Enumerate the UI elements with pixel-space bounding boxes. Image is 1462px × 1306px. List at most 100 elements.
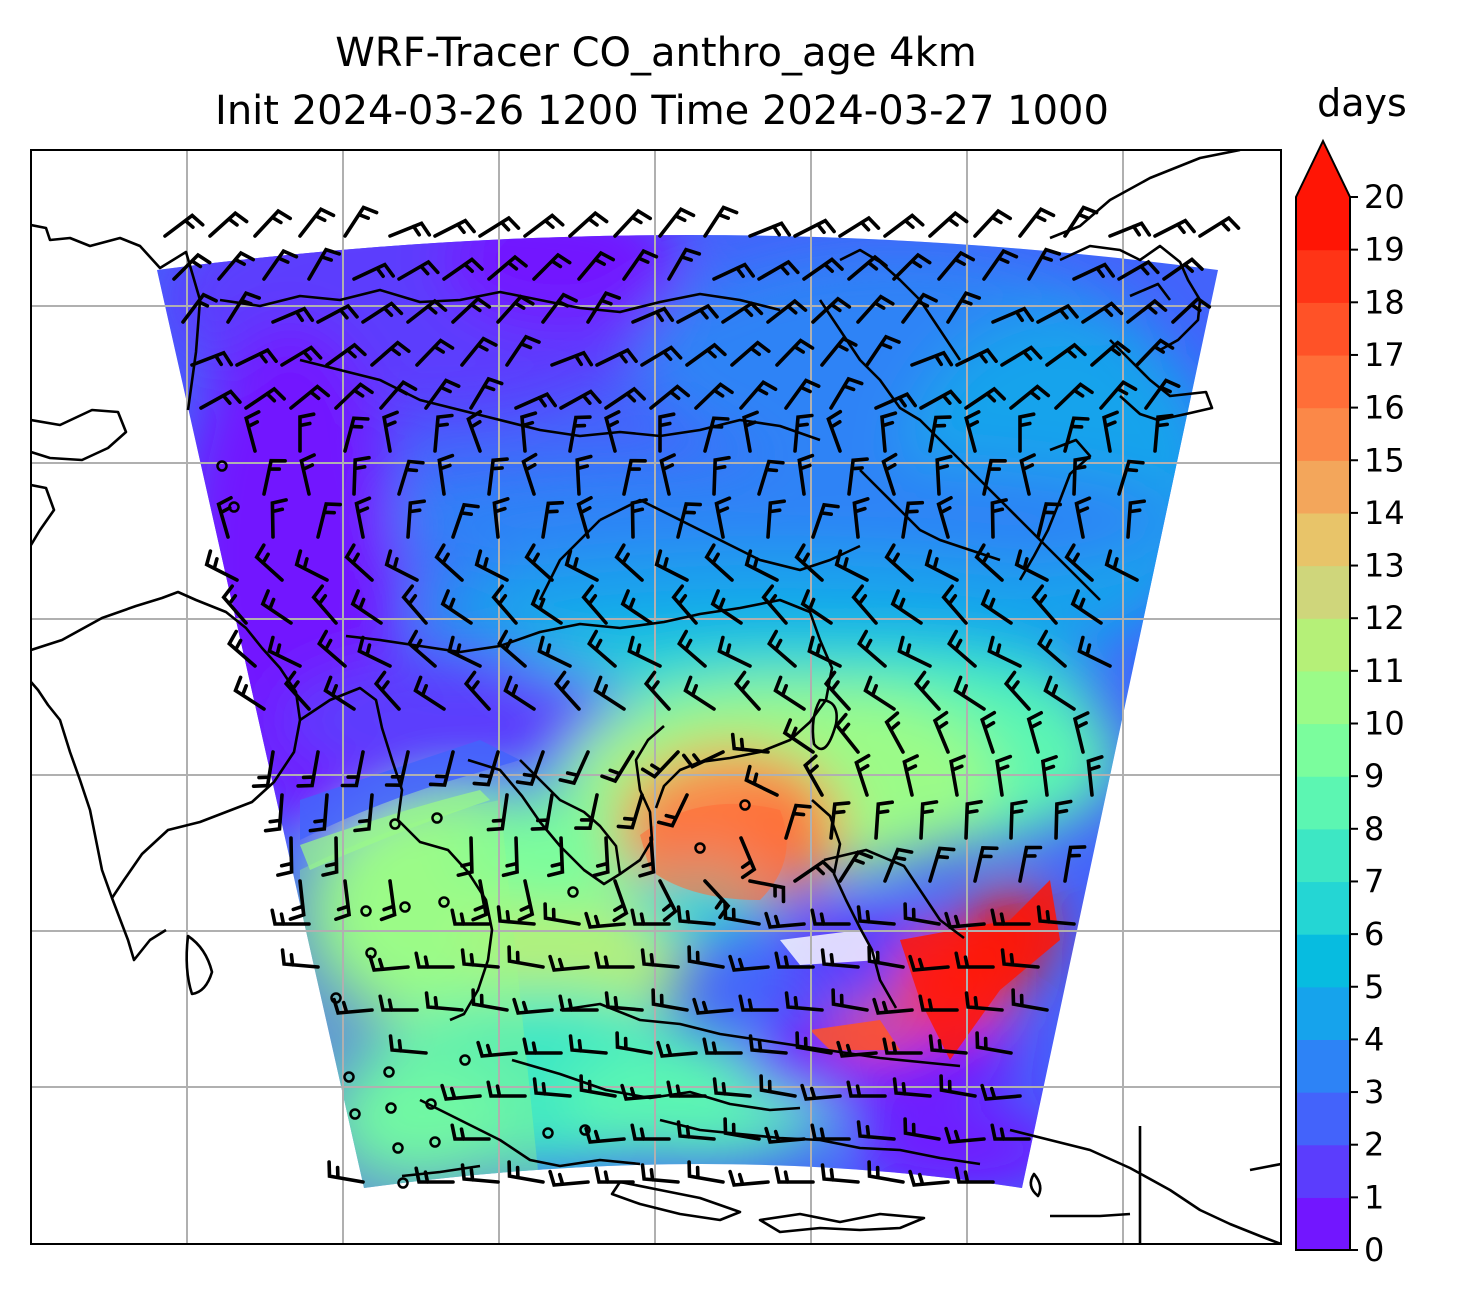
- calm-wind-circle: [694, 842, 706, 854]
- wind-barb: [730, 732, 770, 754]
- colorbar-tick-label: 1: [1364, 1178, 1384, 1216]
- wind-barb: [954, 1166, 995, 1184]
- wind-barb: [913, 670, 941, 711]
- wind-barb: [1036, 502, 1062, 539]
- wind-barb: [406, 499, 426, 539]
- wind-barb: [373, 670, 401, 711]
- wind-barb: [298, 206, 336, 238]
- wind-barb: [280, 948, 320, 969]
- wind-barb: [890, 589, 923, 625]
- colorbar-segment: [1296, 618, 1350, 672]
- wind-barb: [685, 342, 727, 367]
- wind-barb: [1081, 301, 1124, 324]
- wind-barb: [262, 248, 299, 281]
- wind-barb: [370, 340, 411, 367]
- wind-barb: [659, 453, 676, 496]
- wind-barb: [579, 1074, 617, 1098]
- wind-barb: [1102, 410, 1119, 453]
- wind-barb: [507, 945, 545, 969]
- colorbar-segment: [1296, 881, 1350, 935]
- wind-barb: [974, 543, 1004, 582]
- wind-barb: [764, 1126, 806, 1144]
- wind-barb: [471, 988, 509, 1012]
- wind-barb: [703, 205, 739, 238]
- wind-barb: [1031, 584, 1058, 625]
- wind-barb: [503, 675, 536, 711]
- colorbar-segment: [1296, 249, 1350, 303]
- wind-barb: [382, 410, 399, 453]
- wind-barb: [1003, 670, 1031, 711]
- wind-barb: [460, 948, 500, 969]
- wind-barb: [656, 1040, 698, 1058]
- wind-barb: [995, 754, 1013, 797]
- calm-wind-circle: [431, 812, 443, 824]
- wind-barb: [577, 250, 615, 281]
- wind-barb: [807, 635, 842, 668]
- wind-barb: [721, 301, 764, 324]
- wind-barb: [221, 584, 248, 625]
- wind-barb: [935, 454, 953, 496]
- calm-wind-circle: [216, 460, 228, 472]
- wind-barb: [595, 347, 638, 367]
- wind-barb: [829, 801, 851, 840]
- colorbar-segment: [1296, 1039, 1350, 1093]
- wind-barb: [316, 303, 359, 324]
- wind-barb: [379, 380, 418, 410]
- wind-barb: [1026, 711, 1043, 754]
- wind-barb: [548, 1169, 590, 1187]
- wind-barb: [384, 549, 419, 582]
- wind-barb: [1018, 206, 1056, 238]
- wind-barb: [1117, 459, 1145, 496]
- wind-barb: [874, 800, 894, 840]
- wind-barb: [384, 750, 410, 788]
- wind-barb: [640, 948, 680, 969]
- wind-barb: [739, 836, 757, 880]
- calm-wind-circle: [739, 799, 751, 811]
- wind-barb: [604, 991, 644, 1012]
- wind-barb: [522, 1037, 563, 1055]
- wind-barb: [677, 629, 707, 668]
- wind-barb: [622, 248, 659, 281]
- wind-barb: [262, 458, 287, 496]
- wind-barb: [838, 850, 874, 883]
- wind-barb: [884, 711, 905, 754]
- colorbar-segment: [1296, 776, 1350, 830]
- wind-barb: [748, 1034, 788, 1055]
- wind-barb: [559, 389, 602, 410]
- wind-barb: [244, 410, 261, 453]
- wind-barb: [1135, 338, 1175, 367]
- wind-barb: [476, 1040, 518, 1058]
- wind-barb: [982, 248, 1019, 281]
- wind-barb: [537, 635, 572, 668]
- wind-barb: [928, 846, 956, 883]
- wind-barb: [283, 670, 311, 711]
- wind-barb: [892, 252, 932, 281]
- wind-barb: [440, 1083, 482, 1101]
- wind-barb: [316, 502, 342, 539]
- colorbar-tick-label: 13: [1364, 547, 1405, 585]
- wind-barbs: [163, 205, 1241, 1189]
- wind-barb: [307, 247, 342, 281]
- wind-barb: [491, 584, 518, 625]
- wind-barb: [523, 213, 565, 238]
- wind-barb: [1054, 799, 1073, 840]
- wind-barb: [325, 342, 367, 367]
- wind-barb: [802, 257, 844, 281]
- wind-barb: [428, 750, 455, 787]
- wind-barb: [784, 991, 824, 1012]
- wind-barb: [838, 215, 881, 238]
- wind-barb: [1000, 948, 1040, 969]
- wind-barb: [908, 954, 950, 972]
- wind-barb: [343, 416, 370, 453]
- wind-barb: [299, 453, 316, 496]
- wind-barb: [440, 589, 473, 625]
- calm-wind-circle: [228, 501, 240, 513]
- wind-barb: [774, 1166, 815, 1184]
- wind-barb: [294, 549, 329, 582]
- wind-barb: [666, 1080, 707, 1098]
- wind-barb: [941, 584, 968, 625]
- wind-barb: [433, 413, 454, 453]
- wind-barb: [1014, 549, 1049, 582]
- wind-barb: [683, 675, 716, 711]
